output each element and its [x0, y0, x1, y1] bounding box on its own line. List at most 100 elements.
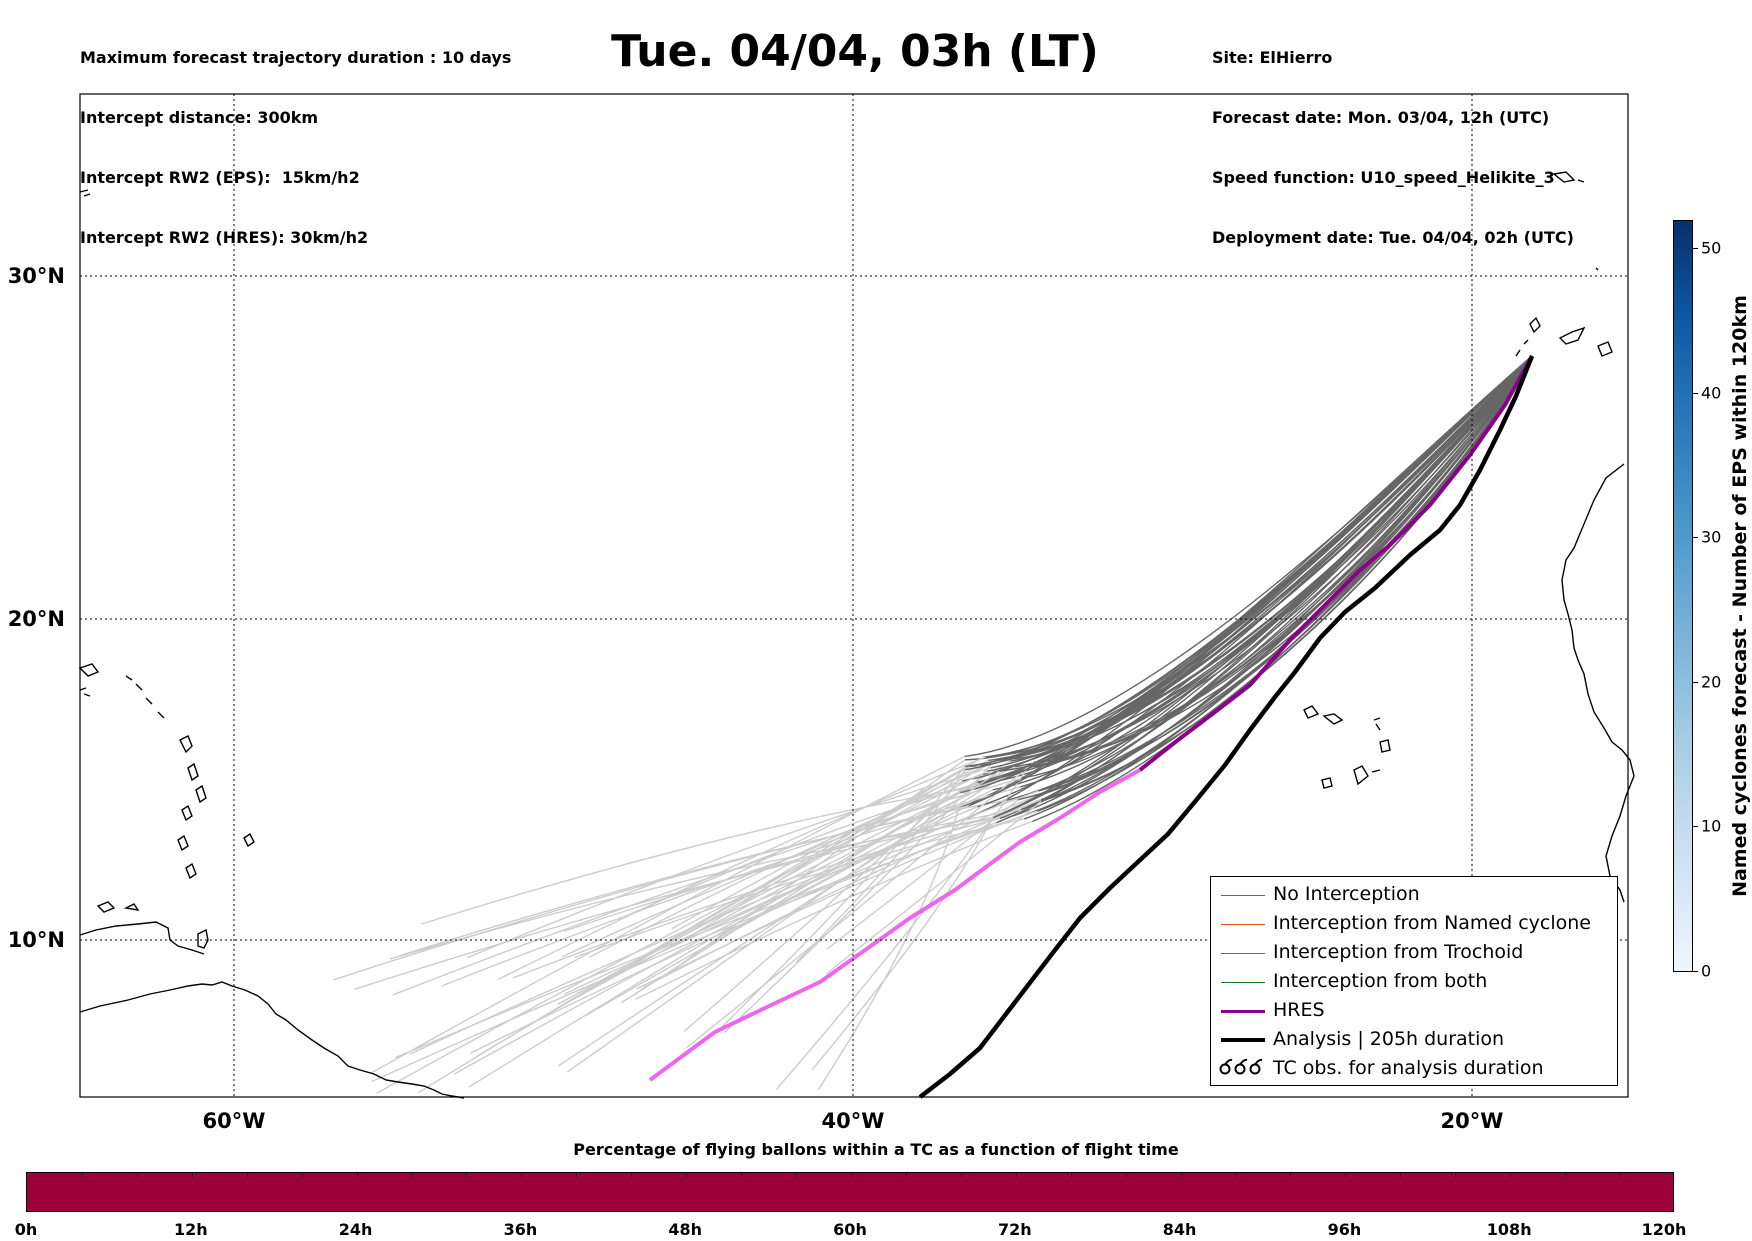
colorbar-tick-30 — [1693, 537, 1698, 538]
eps-trajectory-early — [826, 799, 1019, 950]
lat-label-30n: 30°N — [8, 264, 65, 288]
legend-item-hres: HRES — [1211, 997, 1617, 1026]
eps-trajectory-late — [960, 355, 1533, 794]
time-bar-tick — [1620, 1173, 1622, 1177]
colorbar-tick-10 — [1693, 826, 1698, 827]
eps-trajectory-late — [1020, 355, 1533, 788]
time-bar-tick — [466, 1173, 468, 1177]
eps-trajectory-late — [978, 355, 1533, 784]
time-bar-tick — [1015, 1173, 1017, 1177]
eps-trajectory-late — [996, 355, 1533, 824]
eps-trajectory-early — [795, 769, 966, 964]
time-label-84h: 84h — [1162, 1220, 1197, 1239]
time-label-60h: 60h — [833, 1220, 867, 1239]
time-bar-tick — [905, 1173, 907, 1177]
legend-swatch-named-cyclone — [1221, 924, 1265, 925]
percentage-time-bar — [26, 1172, 1674, 1212]
page-title: Tue. 04/04, 03h (LT) — [611, 26, 1099, 77]
lon-label-60w: 60°W — [203, 1109, 266, 1133]
lon-label-20w: 20°W — [1441, 1109, 1504, 1133]
time-bar-tick — [1345, 1173, 1347, 1177]
time-bar-tick — [960, 1173, 962, 1177]
eps-trajectory-late — [992, 355, 1533, 819]
colorbar-label-0: 0 — [1701, 961, 1712, 981]
eps-trajectory-early — [811, 817, 994, 1071]
legend-label-trochoid: Interception from Trochoid — [1273, 941, 1524, 963]
map-frame — [79, 93, 1629, 1098]
time-bar-tick — [81, 1173, 83, 1177]
time-bar-tick — [851, 1173, 852, 1177]
eps-trajectory-late — [976, 355, 1533, 783]
time-bar-tick — [1070, 1173, 1072, 1177]
percentage-bar-title: Percentage of flying ballons within a TC… — [573, 1140, 1179, 1159]
eps-trajectory-early — [400, 799, 1005, 956]
legend-label-hres: HRES — [1273, 999, 1325, 1021]
eps-trajectory-late — [994, 355, 1533, 761]
header-line-distance: Intercept distance: 300km — [80, 108, 319, 127]
coastline-layer — [78, 171, 1635, 1099]
time-bar-tick — [136, 1173, 138, 1177]
eps-trajectory-late — [992, 355, 1533, 791]
eps-trajectory-early — [643, 798, 1042, 988]
lesser-antilles-c — [195, 784, 207, 804]
eps-trajectory-late — [999, 355, 1533, 760]
time-bar-tick — [1565, 1173, 1567, 1177]
time-label-72h: 72h — [997, 1220, 1032, 1239]
legend-swatch-analysis — [1221, 1038, 1265, 1042]
eps-trajectory-early — [441, 786, 1021, 987]
eps-trajectory-late — [1014, 355, 1533, 768]
venezuela-coast — [79, 921, 205, 955]
abc-islands — [96, 901, 140, 913]
header-line-deployment-date: Deployment date: Tue. 04/04, 02h (UTC) — [1212, 228, 1574, 247]
header-left-info: Maximum forecast trajectory duration : 1… — [80, 8, 511, 268]
eps-trajectory-late — [1004, 355, 1533, 802]
header-line-rw2-hres: Intercept RW2 (HRES): 30km/h2 — [80, 228, 369, 247]
africa-coast — [1561, 463, 1635, 903]
trinidad-island — [197, 928, 209, 949]
barbados-island — [243, 832, 255, 848]
legend-label-analysis: Analysis | 205h duration — [1273, 1028, 1505, 1050]
lesser-antilles-a — [179, 735, 193, 754]
legend-label-no-interception: No Interception — [1273, 883, 1420, 905]
eps-trajectory-late — [970, 355, 1533, 806]
colorbar-label-10: 10 — [1701, 816, 1722, 836]
colorbar-label-30: 30 — [1701, 527, 1722, 547]
eps-trajectory-late — [1019, 355, 1533, 780]
legend-item-analysis: Analysis | 205h duration — [1211, 1026, 1617, 1055]
eps-trajectory-late — [962, 355, 1533, 782]
eps-trajectory-early — [635, 820, 1033, 1001]
eps-trajectory-early — [566, 770, 1000, 1073]
time-bar-tick — [686, 1173, 688, 1177]
time-label-24h: 24h — [338, 1220, 373, 1239]
time-bar-tick — [411, 1173, 413, 1177]
time-bar-tick — [301, 1173, 303, 1177]
lesser-antilles-f — [185, 862, 197, 880]
time-bar-tick — [1455, 1173, 1457, 1177]
header-line-rw2-eps: Intercept RW2 (EPS): 15km/h2 — [80, 168, 360, 187]
time-bar-tick — [1510, 1173, 1512, 1177]
tc-symbol-icon — [1217, 1056, 1265, 1085]
time-bar-tick — [796, 1173, 798, 1177]
time-bar-tick — [576, 1173, 578, 1177]
eps-trajectory-late — [986, 355, 1533, 772]
time-label-12h: 12h — [173, 1220, 208, 1239]
colorbar-tick-40 — [1693, 393, 1698, 394]
leeward-islands — [78, 663, 165, 719]
time-label-36h: 36h — [503, 1220, 538, 1239]
legend-item-tc-obs: TC obs. for analysis duration — [1211, 1055, 1617, 1084]
eps-trajectory-early — [563, 809, 1022, 932]
legend-swatch-no-interception — [1221, 895, 1265, 896]
legend-label-named-cyclone: Interception from Named cyclone — [1273, 912, 1591, 934]
eps-trajectory-early — [418, 756, 984, 1094]
analysis-trajectory — [918, 355, 1535, 1099]
time-bar-tick — [1180, 1173, 1182, 1177]
eps-trajectory-late — [998, 355, 1533, 761]
time-bar-tick — [1400, 1173, 1402, 1177]
header-line-duration: Maximum forecast trajectory duration : 1… — [80, 48, 512, 67]
eps-trajectory-late — [999, 355, 1533, 772]
legend-swatch-hres — [1221, 1010, 1265, 1013]
eps-trajectory-early — [634, 791, 961, 995]
time-bar-tick — [191, 1173, 193, 1177]
hres-trajectory-early — [648, 768, 1141, 1082]
